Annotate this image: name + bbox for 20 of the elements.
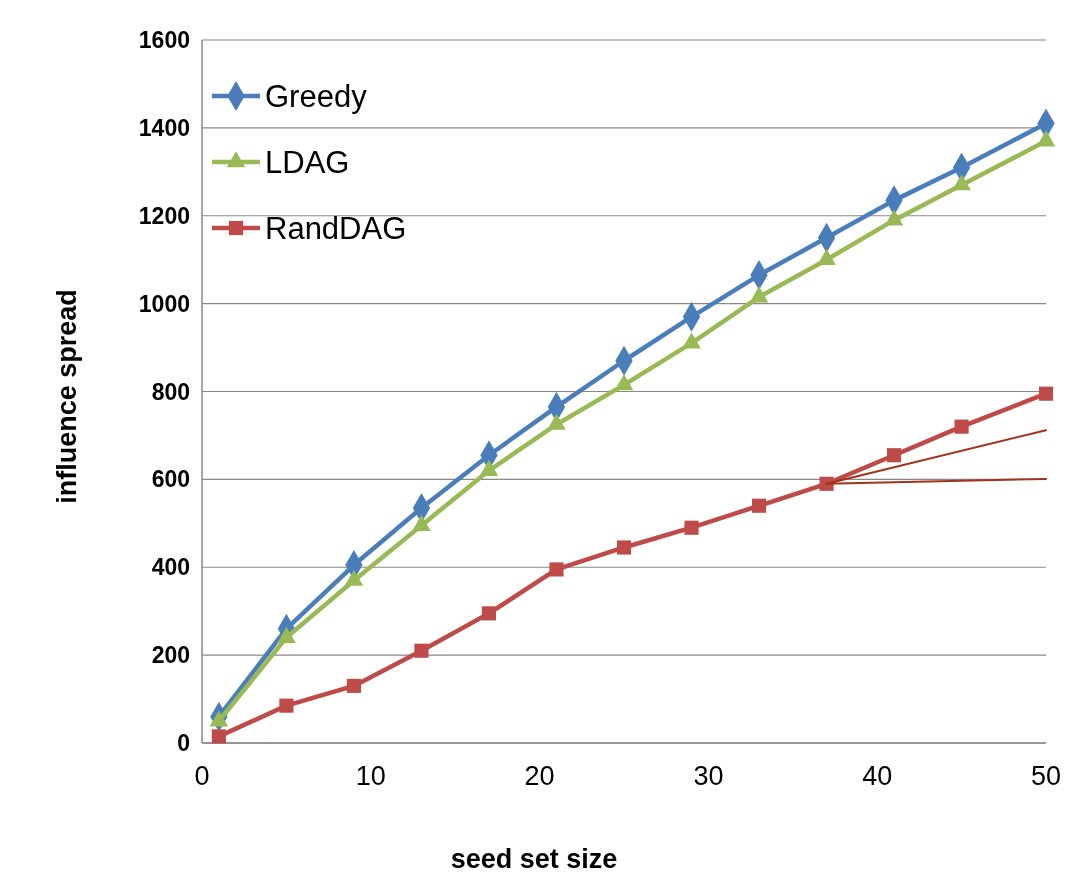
y-tick-label: 1600: [138, 27, 190, 54]
y-tick-label: 1000: [138, 290, 190, 317]
x-tick-label: 20: [524, 761, 555, 791]
legend-label: RandDAG: [265, 210, 407, 246]
y-tick-label: 1400: [138, 114, 190, 141]
y-tick-label: 0: [177, 730, 190, 757]
x-tick-label: 50: [1030, 761, 1062, 791]
y-axis-title: influence spread: [52, 289, 82, 504]
legend-label: LDAG: [265, 144, 350, 180]
y-tick-label: 600: [151, 466, 190, 493]
x-tick-label: 0: [194, 761, 210, 791]
legend-label: Greedy: [265, 78, 368, 114]
y-tick-label: 400: [151, 554, 190, 581]
y-tick-label: 1200: [138, 202, 190, 229]
x-tick-label: 40: [862, 761, 893, 791]
x-tick-label: 10: [355, 761, 386, 791]
x-axis-title: seed set size: [450, 844, 618, 874]
y-tick-label: 200: [151, 642, 190, 669]
x-tick-label: 30: [693, 761, 724, 791]
y-tick-label: 800: [151, 378, 190, 405]
